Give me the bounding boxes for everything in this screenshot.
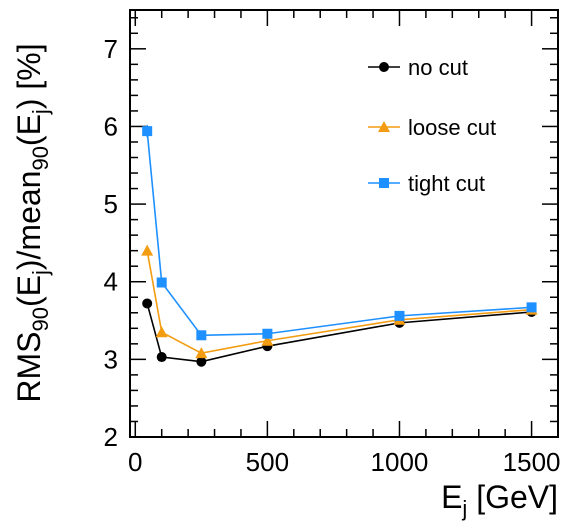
data-point bbox=[196, 356, 207, 367]
legend-label: no cut bbox=[408, 55, 468, 80]
legend-label: tight cut bbox=[408, 171, 485, 196]
legend-marker bbox=[379, 62, 389, 72]
tick-labels: 0 500 1000 1500 2 3 4 5 6 7 bbox=[104, 34, 561, 477]
data-point bbox=[142, 298, 153, 309]
data-point bbox=[141, 244, 154, 256]
y-tick-label: 5 bbox=[104, 189, 118, 219]
series-tight-cut bbox=[142, 124, 537, 341]
data-point bbox=[156, 277, 167, 288]
y-axis-title: RMS90(Ej)/mean90(Ej) [%] bbox=[11, 43, 53, 402]
data-point bbox=[155, 326, 168, 338]
series-line bbox=[146, 303, 532, 363]
y-tick-label: 3 bbox=[104, 344, 118, 374]
series-line bbox=[146, 250, 532, 354]
legend-marker bbox=[379, 178, 389, 188]
series-loose-cut bbox=[141, 244, 538, 359]
y-tick-label: 4 bbox=[104, 267, 118, 297]
data-point bbox=[156, 352, 167, 363]
data-point bbox=[261, 334, 274, 346]
y-tick-label: 2 bbox=[104, 422, 118, 452]
axis-ticks bbox=[130, 10, 559, 438]
data-point bbox=[142, 126, 153, 137]
x-tick-label: 0 bbox=[128, 447, 142, 477]
legend: no cut loose cut tight cut bbox=[368, 55, 496, 196]
x-tick-label: 500 bbox=[246, 447, 289, 477]
x-tick-label: 1500 bbox=[503, 447, 561, 477]
y-tick-label: 7 bbox=[104, 34, 118, 64]
data-point bbox=[262, 328, 273, 339]
data-point bbox=[195, 347, 208, 359]
legend-item: no cut bbox=[368, 55, 468, 80]
legend-label: loose cut bbox=[408, 115, 496, 140]
legend-item: tight cut bbox=[368, 171, 485, 196]
x-axis-title: Ej [GeV] bbox=[441, 479, 558, 521]
series-line bbox=[146, 131, 532, 337]
plot-frame bbox=[129, 9, 559, 438]
data-point bbox=[196, 330, 207, 341]
legend-item: loose cut bbox=[368, 115, 496, 140]
legend-marker bbox=[378, 121, 390, 132]
x-tick-label: 1000 bbox=[371, 447, 429, 477]
data-point bbox=[526, 302, 537, 313]
data-series bbox=[141, 124, 538, 367]
y-tick-label: 6 bbox=[104, 111, 118, 141]
data-point bbox=[394, 310, 405, 321]
